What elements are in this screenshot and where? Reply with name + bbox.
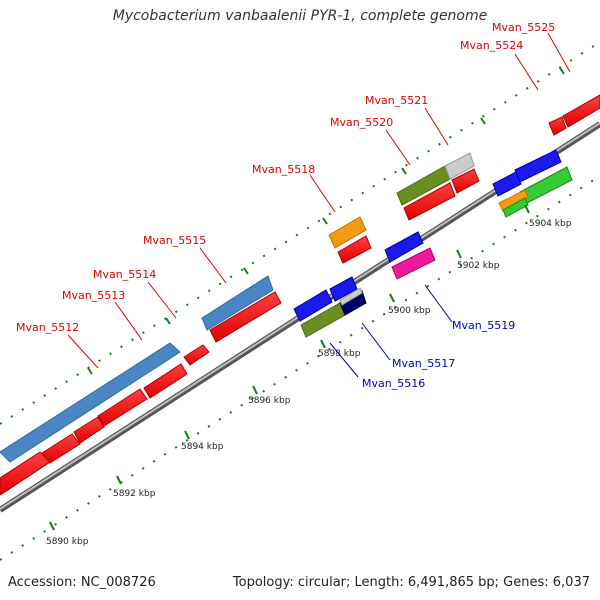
tick-label-5904: 5904 kbp (529, 219, 572, 229)
accession-text: Accession: NC_008726 (8, 575, 156, 590)
gene-label-mvan-5517: Mvan_5517 (392, 357, 455, 370)
gene-5515b-red (183, 344, 210, 366)
gene-label-mvan-5514: Mvan_5514 (93, 268, 156, 281)
forward-genes (0, 94, 600, 496)
gene-5515-top-bar (201, 275, 274, 331)
gene-label-mvan-5525: Mvan_5525 (492, 21, 555, 34)
leader-lines-reverse (329, 284, 453, 378)
gene-label-mvan-5521: Mvan_5521 (365, 94, 428, 107)
gene-labels: Mvan_5512 Mvan_5513 Mvan_5514 Mvan_5515 … (16, 21, 555, 390)
tick-label-5900: 5900 kbp (388, 306, 431, 316)
upper-ticks (87, 67, 565, 375)
gene-5516-blue (293, 289, 333, 322)
gene-5520-red (403, 182, 456, 221)
gene-5522-green (502, 197, 529, 218)
topology-summary: Topology: circular; Length: 6,491,865 bp… (232, 575, 590, 590)
gene-5519-pink (391, 247, 436, 280)
gene-5514-red (97, 388, 148, 427)
tick-label-5890: 5890 kbp (46, 537, 89, 547)
gene-5522-blue (492, 171, 522, 197)
gene-5512-top-bar (0, 342, 181, 463)
gene-5513-red (73, 416, 105, 444)
gene-label-mvan-5518: Mvan_5518 (252, 163, 315, 176)
tick-label-5902: 5902 kbp (457, 261, 500, 271)
gene-5523-blue (514, 149, 562, 183)
dotted-tracks (0, 41, 600, 561)
gene-5519-blue (384, 231, 424, 263)
tick-label-5896: 5896 kbp (248, 396, 291, 406)
ruler-ticks (49, 204, 530, 531)
gene-label-mvan-5519: Mvan_5519 (452, 319, 515, 332)
gene-5517-blue (329, 276, 358, 302)
gene-label-mvan-5524: Mvan_5524 (460, 39, 523, 52)
leader-lines (67, 32, 571, 369)
gene-5515a-red (143, 363, 188, 399)
gene-5521-red (451, 168, 480, 194)
gene-5512-red-1 (0, 451, 51, 496)
gene-label-mvan-5520: Mvan_5520 (330, 116, 393, 129)
gene-5525-red (562, 94, 600, 128)
reverse-genes (293, 149, 573, 338)
tick-label-5894: 5894 kbp (181, 442, 224, 452)
gene-5517-grey (339, 287, 363, 306)
gene-5518-red (337, 235, 372, 264)
gene-label-mvan-5512: Mvan_5512 (16, 321, 79, 334)
gene-5522-orange (498, 189, 529, 212)
gene-label-mvan-5515: Mvan_5515 (143, 234, 206, 247)
tick-label-5892: 5892 kbp (113, 489, 156, 499)
gene-5521-grey (444, 152, 475, 180)
gene-5524-red (548, 116, 567, 136)
gene-5512-red-2 (41, 433, 81, 464)
gene-5518-orange (328, 216, 367, 249)
gene-5515-red (209, 291, 282, 343)
gene-label-mvan-5516: Mvan_5516 (362, 377, 425, 390)
gene-label-mvan-5513: Mvan_5513 (62, 289, 125, 302)
genome-title: Mycobacterium vanbaalenii PYR-1, complet… (112, 8, 488, 24)
